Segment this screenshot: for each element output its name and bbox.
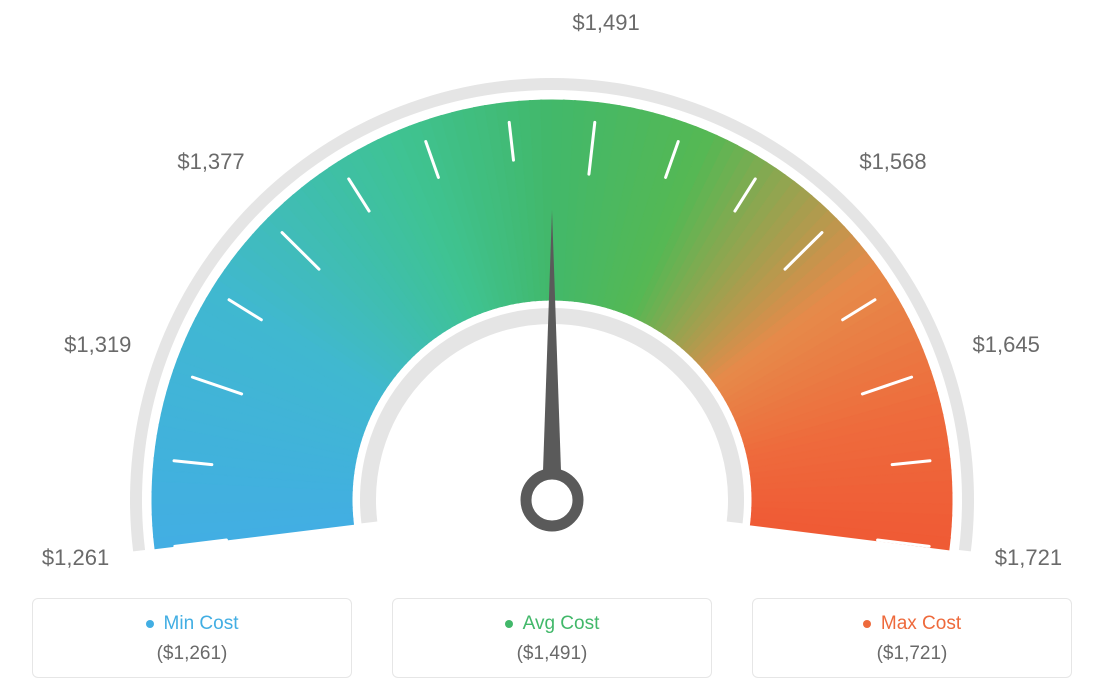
legend-value-max: ($1,721) — [753, 643, 1071, 665]
gauge-needle-pivot — [526, 474, 578, 526]
legend-title-text: Max Cost — [881, 613, 961, 635]
legend-dot-icon — [505, 620, 513, 628]
legend-title-min: Min Cost — [146, 613, 239, 635]
gauge-tick-label: $1,491 — [572, 10, 639, 36]
legend-dot-icon — [146, 620, 154, 628]
gauge-tick-label: $1,319 — [64, 332, 131, 358]
legend-row: Min Cost ($1,261) Avg Cost ($1,491) Max Cost… — [0, 598, 1104, 678]
legend-dot-icon — [863, 620, 871, 628]
legend-title-avg: Avg Cost — [505, 613, 600, 635]
gauge-svg — [0, 0, 1104, 560]
legend-title-text: Avg Cost — [523, 613, 600, 635]
gauge-tick-label: $1,377 — [177, 149, 244, 175]
legend-card-max: Max Cost ($1,721) — [752, 598, 1072, 678]
legend-value-min: ($1,261) — [33, 643, 351, 665]
gauge-tick-label: $1,568 — [859, 149, 926, 175]
gauge-tick-label: $1,645 — [973, 332, 1040, 358]
legend-title-max: Max Cost — [863, 613, 961, 635]
legend-card-avg: Avg Cost ($1,491) — [392, 598, 712, 678]
gauge-tick-label: $1,721 — [995, 545, 1062, 571]
gauge-chart: $1,261$1,319$1,377$1,491$1,568$1,645$1,7… — [0, 0, 1104, 560]
legend-card-min: Min Cost ($1,261) — [32, 598, 352, 678]
gauge-tick-label: $1,261 — [42, 545, 109, 571]
legend-title-text: Min Cost — [164, 613, 239, 635]
legend-value-avg: ($1,491) — [393, 643, 711, 665]
